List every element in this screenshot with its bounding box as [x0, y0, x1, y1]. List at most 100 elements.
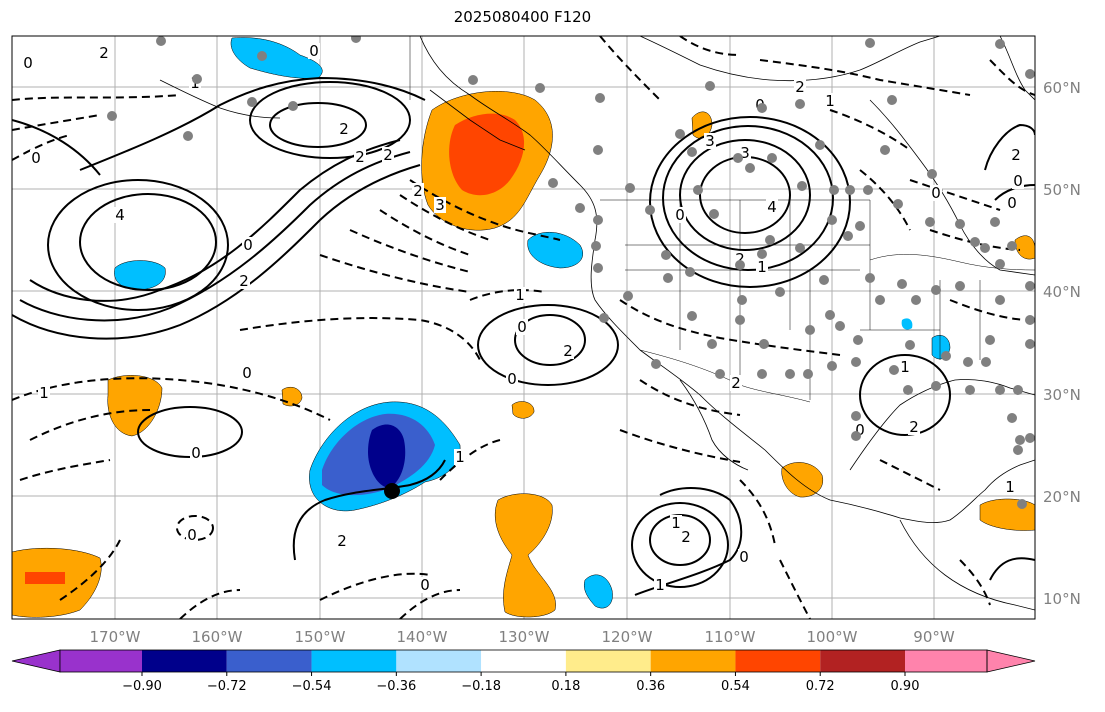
- station-dot: [955, 281, 965, 291]
- contour-label-bg: [514, 287, 526, 303]
- contour-label: 0: [420, 576, 430, 594]
- contour-label: 0: [517, 318, 527, 336]
- station-dot: [785, 369, 795, 379]
- station-dot: [775, 287, 785, 297]
- colorbar-bin: [142, 650, 227, 672]
- station-dot: [941, 351, 951, 361]
- longitude-label: 130°W: [499, 628, 550, 646]
- contour-label-bg: [354, 149, 366, 165]
- contour-label: 2: [681, 528, 691, 546]
- contour-label: 2: [99, 44, 109, 62]
- station-dot: [705, 81, 715, 91]
- station-dot: [829, 185, 839, 195]
- contour-label-bg: [794, 79, 806, 95]
- station-dot: [1007, 241, 1017, 251]
- colorbar-extend-max: [986, 649, 1036, 673]
- station-dot: [827, 361, 837, 371]
- station-dot: [880, 145, 890, 155]
- station-dot: [733, 153, 743, 163]
- station-dot: [183, 131, 193, 141]
- contour-label-bg: [930, 185, 942, 201]
- station-dot: [795, 243, 805, 253]
- station-dot: [835, 321, 845, 331]
- station-dot: [735, 260, 745, 270]
- contour-label: 1: [825, 92, 835, 110]
- contour-label-bg: [738, 549, 750, 565]
- contour-label: 3: [435, 196, 445, 214]
- station-dot: [905, 340, 915, 350]
- longitude-axis: 170°W 160°W 150°W 140°W 130°W 120°W 110°W 100°W…: [90, 628, 955, 646]
- anomaly-area-central-pacific-a: [107, 375, 163, 437]
- latitude-label: 10°N: [1043, 590, 1081, 608]
- station-dot: [897, 279, 907, 289]
- anomaly-area-subtropics-a: [494, 493, 556, 618]
- contour-label: 2: [239, 272, 249, 290]
- latitude-label: 50°N: [1043, 181, 1081, 199]
- contour-label-bg: [186, 527, 198, 543]
- contour-label: 0: [739, 548, 749, 566]
- contour-label: 0: [309, 42, 319, 60]
- contour-label: 0: [23, 54, 33, 72]
- colorbar-bin: [735, 650, 821, 672]
- contour-label: 1: [515, 286, 525, 304]
- colorbar-extend-min: [11, 649, 61, 673]
- contour-label: 1: [1005, 478, 1015, 496]
- colorbar-bin: [905, 650, 987, 672]
- contour-label-bg: [308, 43, 320, 59]
- colorbar-bin: [60, 650, 142, 672]
- station-dot: [851, 411, 861, 421]
- longitude-label: 90°W: [913, 628, 955, 646]
- anomaly-area-west-pacific-core: [25, 572, 65, 584]
- station-dot: [851, 357, 861, 367]
- station-dot: [805, 325, 815, 335]
- contour-label-bg: [419, 577, 431, 593]
- contour-label: 1: [900, 358, 910, 376]
- station-dot: [1007, 413, 1017, 423]
- longitude-label: 160°W: [192, 628, 243, 646]
- colorbar-tick-label: −0.90: [122, 679, 162, 694]
- colorbar-tick-label: −0.36: [376, 679, 416, 694]
- station-dot: [535, 83, 545, 93]
- station-dot: [247, 97, 257, 107]
- latitude-label: 30°N: [1043, 386, 1081, 404]
- contour-label-bg: [899, 359, 911, 375]
- colorbar-bin: [396, 650, 482, 672]
- longitude-label: 140°W: [397, 628, 448, 646]
- station-dot: [797, 181, 807, 191]
- contour-label-bg: [242, 237, 254, 253]
- station-dot: [595, 93, 605, 103]
- negative-anomaly-shading: [114, 37, 951, 609]
- contour-label-bg: [704, 133, 716, 149]
- contour-label-bg: [114, 207, 126, 223]
- contour-label: 1: [39, 384, 49, 402]
- contour-label-bg: [454, 449, 466, 465]
- station-dot: [887, 95, 897, 105]
- anomaly-area-hawaii-core: [368, 424, 406, 488]
- colorbar-tick-label: 0.72: [806, 679, 835, 694]
- station-dot: [693, 185, 703, 195]
- contour-label: 0: [931, 184, 941, 202]
- contour-label: 0: [187, 526, 197, 544]
- station-dot: [707, 339, 717, 349]
- station-dot: [911, 295, 921, 305]
- contour-label-bg: [766, 199, 778, 215]
- station-dot: [757, 369, 767, 379]
- station-dot: [931, 285, 941, 295]
- station-dot: [645, 205, 655, 215]
- station-dot: [803, 369, 813, 379]
- colorbar-tick-label: 0.90: [891, 679, 920, 694]
- station-dot: [548, 178, 558, 188]
- contour-label-bg: [38, 385, 50, 401]
- contour-label-bg: [1006, 195, 1018, 211]
- colorbar-tick-label: −0.54: [292, 679, 332, 694]
- contour-label: 0: [1013, 172, 1023, 190]
- contour-label-bg: [506, 371, 518, 387]
- contour-label-bg: [654, 577, 666, 593]
- station-dot: [925, 217, 935, 227]
- longitude-label: 120°W: [602, 628, 653, 646]
- contour-label-bg: [336, 533, 348, 549]
- map-frame: [11, 35, 1036, 620]
- station-dot: [591, 241, 601, 251]
- station-dot: [715, 369, 725, 379]
